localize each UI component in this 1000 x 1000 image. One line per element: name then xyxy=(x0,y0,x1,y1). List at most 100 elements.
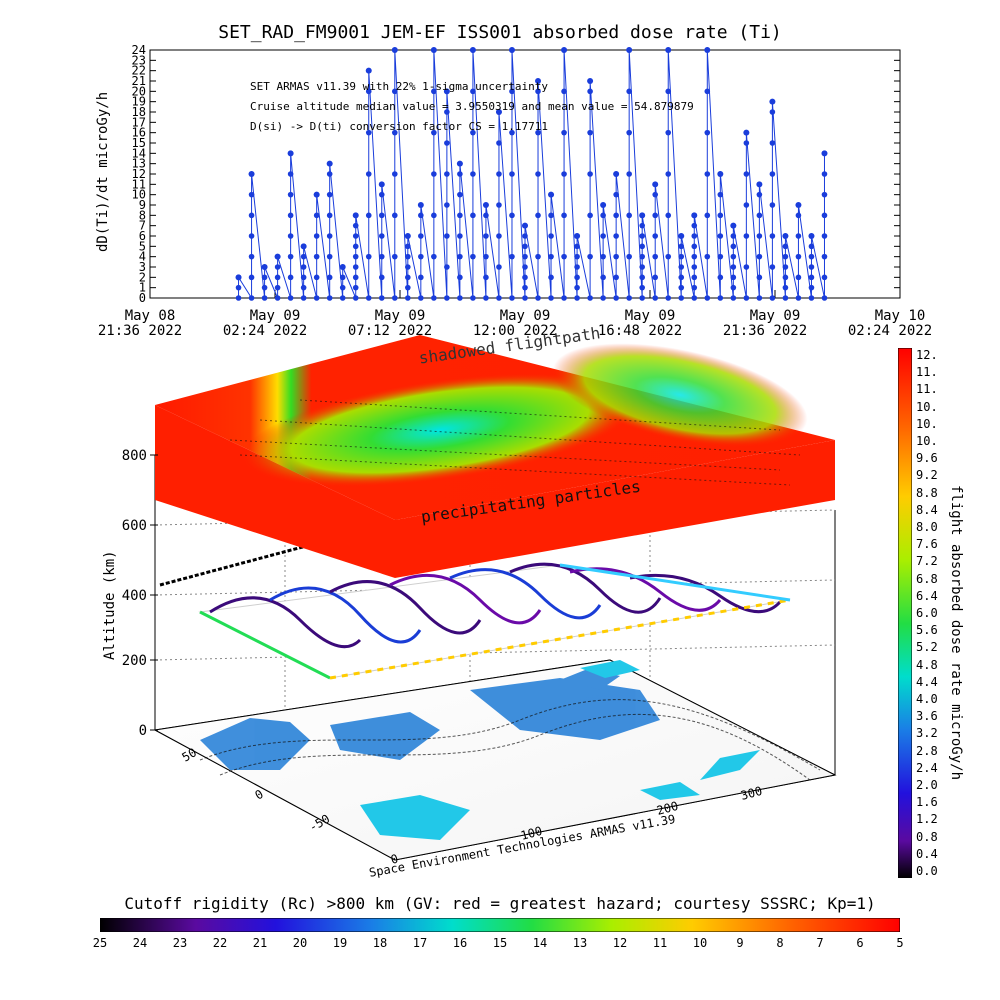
dose-rate-point xyxy=(704,88,711,95)
dose-rate-point xyxy=(782,295,789,301)
y-tick-label: 16 xyxy=(132,126,146,140)
dose-rate-point xyxy=(626,171,632,177)
dose-rate-point xyxy=(274,295,281,301)
dose-rate-point xyxy=(522,264,528,270)
dose-rate-point xyxy=(496,264,502,270)
dose-rate-point xyxy=(391,253,398,260)
colorbar-right-tick: 9.2 xyxy=(916,468,938,483)
timeseries-title: SET_RAD_FM9001 JEM-EF ISS001 absorbed do… xyxy=(218,22,782,43)
dose-rate-point xyxy=(704,295,711,301)
dose-rate-point xyxy=(561,212,567,219)
colorbar-right-tick: 2.8 xyxy=(916,743,938,758)
dose-rate-point xyxy=(782,253,789,260)
dose-rate-point xyxy=(769,109,776,115)
dose-rate-point xyxy=(626,129,632,136)
colorbar-bottom-tick: 12 xyxy=(612,936,628,950)
dose-rate-point xyxy=(444,202,450,208)
dose-rate-point xyxy=(626,88,632,95)
dose-rate-point xyxy=(365,129,372,136)
dose-rate-point xyxy=(522,274,528,281)
dose-rate-point xyxy=(678,284,685,291)
dose-rate-point xyxy=(756,253,763,260)
dose-rate-point xyxy=(652,274,659,281)
dose-rate-point xyxy=(405,274,411,281)
colorbar-bottom-tick: 21 xyxy=(252,936,268,950)
colorbar-bottom-tick: 19 xyxy=(332,936,348,950)
dose-rate-point xyxy=(626,295,632,301)
colorbar-right-tick: 5.2 xyxy=(916,640,938,655)
dose-rate-point xyxy=(261,295,268,301)
dose-rate-point xyxy=(613,233,619,239)
dose-rate-point xyxy=(782,284,789,291)
lon-tick-label: 300 xyxy=(739,784,764,803)
colorbar-right-tick: 4.0 xyxy=(916,692,938,706)
dose-rate-point xyxy=(352,295,359,301)
dose-rate-point xyxy=(339,295,346,301)
dose-rate-point xyxy=(352,243,359,250)
dose-rate-point xyxy=(691,264,698,270)
x-tick-label-time: 21:36 2022 xyxy=(98,323,182,339)
dose-rate-point xyxy=(287,171,294,177)
dose-rate-point xyxy=(496,140,502,146)
dose-rate-point xyxy=(287,233,294,239)
y-tick-label: 17 xyxy=(132,115,146,129)
dose-rate-point xyxy=(678,253,685,260)
dose-rate-point xyxy=(613,171,620,177)
colorbar-right-tick: 2.0 xyxy=(916,778,938,792)
dose-rate-point xyxy=(470,171,476,177)
dose-rate-point xyxy=(483,212,489,219)
dose-rate-point xyxy=(274,274,281,281)
dose-rate-point xyxy=(795,253,802,260)
colorbar-right-tick: 1.6 xyxy=(916,795,938,810)
dose-rate-point xyxy=(639,295,645,301)
colorbar-bottom-tick: 8 xyxy=(776,936,784,950)
dose-rate-point xyxy=(352,274,359,281)
dose-rate-point xyxy=(391,295,398,301)
dose-rate-point xyxy=(405,264,411,270)
dose-rate-point xyxy=(769,171,776,177)
y-tick-label: 10 xyxy=(132,188,146,202)
y-tick-label: 8 xyxy=(139,208,146,222)
colorbar-right-tick: 3.2 xyxy=(916,726,938,741)
dose-rate-point xyxy=(313,253,320,260)
dose-rate-point xyxy=(326,191,333,198)
dose-rate-point xyxy=(378,253,385,260)
colorbar-right xyxy=(898,348,912,878)
y-tick-label: 20 xyxy=(132,84,146,98)
slab-blob-2 xyxy=(552,343,808,447)
dose-rate-point xyxy=(483,295,489,301)
dose-rate-point xyxy=(378,233,385,239)
dose-rate-point xyxy=(743,295,750,301)
colorbar-bottom-tick: 17 xyxy=(412,936,428,950)
dose-rate-point xyxy=(665,295,672,301)
y-tick-label: 21 xyxy=(132,74,146,88)
dose-rate-point xyxy=(613,191,619,198)
x-tick-label-time: 02:24 2022 xyxy=(848,323,932,339)
dose-rate-point xyxy=(717,295,724,301)
dose-rate-point xyxy=(691,274,698,281)
dose-rate-point xyxy=(352,233,359,239)
y-tick-label: 4 xyxy=(139,250,146,264)
dose-rate-point xyxy=(405,284,411,291)
dose-rate-point xyxy=(522,233,528,239)
colorbar-bottom-tick: 14 xyxy=(532,936,548,950)
dose-rate-point xyxy=(795,295,802,301)
y-tick-label: 23 xyxy=(132,53,146,67)
dose-rate-point xyxy=(678,295,685,301)
dose-rate-point xyxy=(782,264,789,270)
colorbar-right-tick: 0.0 xyxy=(916,864,938,878)
dose-rate-point xyxy=(496,202,502,208)
dose-rate-point xyxy=(365,295,372,301)
colorbar-right-tick: 0.4 xyxy=(916,846,938,861)
dose-rate-point xyxy=(730,233,737,239)
dose-rate-point xyxy=(457,253,463,260)
dose-rate-point xyxy=(639,233,645,239)
x-tick-label-date: May 09 xyxy=(625,308,676,324)
dose-rate-point xyxy=(639,284,645,291)
colorbar-bottom-tick: 15 xyxy=(492,936,508,950)
dose-rate-point xyxy=(378,295,385,301)
dose-rate-point xyxy=(743,129,750,136)
dose-rate-point xyxy=(808,233,815,239)
dose-rate-point xyxy=(704,47,711,53)
